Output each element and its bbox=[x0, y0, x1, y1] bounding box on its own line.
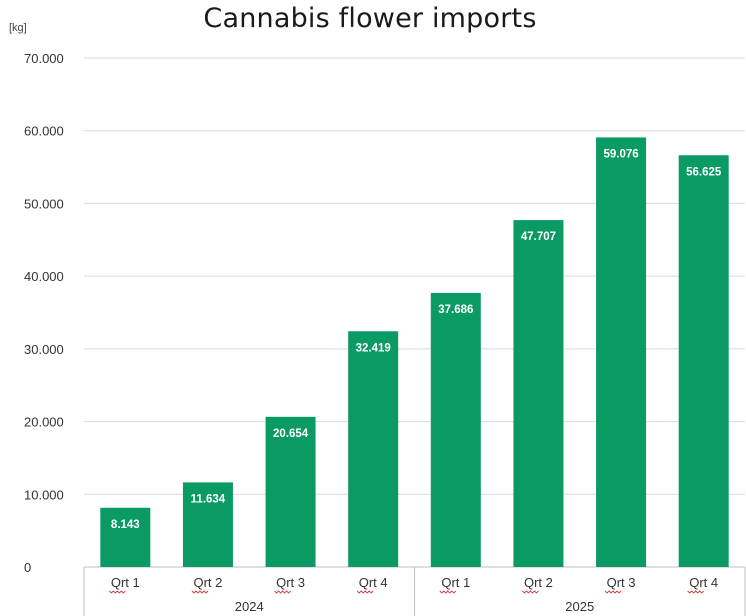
y-axis-unit-label: [kg] bbox=[9, 22, 27, 34]
bar bbox=[678, 155, 729, 567]
y-tick-label: 20.000 bbox=[24, 415, 64, 430]
x-category-label: Qrt 1 bbox=[441, 575, 470, 590]
bar-data-label: 59.076 bbox=[603, 148, 638, 160]
y-tick-label: 30.000 bbox=[24, 342, 64, 357]
bar-data-label: 8.143 bbox=[111, 519, 140, 531]
bar bbox=[182, 482, 233, 567]
x-category-label: Qrt 4 bbox=[689, 575, 718, 590]
spellcheck-underline bbox=[687, 590, 705, 594]
bar bbox=[265, 416, 316, 567]
data-labels: 8.143 11.634 20.654 32.419 37.686 47.707 59.07… bbox=[111, 148, 722, 530]
y-tick-label: 50.000 bbox=[24, 196, 64, 211]
spellcheck-underline bbox=[604, 590, 622, 594]
spellcheck-underline bbox=[274, 590, 291, 594]
x-group-label: 2025 bbox=[565, 599, 594, 614]
bar-data-label: 11.634 bbox=[191, 493, 226, 505]
spellcheck-underline bbox=[191, 590, 209, 594]
x-category-label: Qrt 3 bbox=[276, 575, 305, 590]
y-tick-label: 40.000 bbox=[24, 269, 64, 284]
bar bbox=[596, 137, 647, 567]
spellcheck-underline bbox=[108, 590, 126, 594]
spellcheck-underline bbox=[356, 590, 374, 594]
bar bbox=[430, 292, 481, 567]
y-tick-label: 0 bbox=[24, 560, 31, 575]
x-category-label: Qrt 2 bbox=[193, 575, 222, 590]
bar-data-label: 32.419 bbox=[356, 342, 391, 354]
x-category-label: Qrt 3 bbox=[607, 575, 636, 590]
x-group-label: 2024 bbox=[235, 599, 264, 614]
bar-data-label: 37.686 bbox=[438, 304, 473, 316]
y-tick-label: 70.000 bbox=[24, 51, 64, 66]
spellcheck-underline bbox=[522, 590, 539, 594]
x-category-label: Qrt 2 bbox=[524, 575, 553, 590]
spellcheck-underline bbox=[439, 590, 457, 594]
bar-data-label: 56.625 bbox=[686, 166, 722, 178]
bar-data-label: 20.654 bbox=[273, 428, 309, 440]
bar bbox=[513, 220, 564, 567]
x-category-label: Qrt 1 bbox=[111, 575, 140, 590]
bar bbox=[100, 507, 151, 567]
bar-data-label: 47.707 bbox=[521, 231, 556, 243]
y-tick-label: 60.000 bbox=[24, 124, 64, 139]
y-tick-label: 10.000 bbox=[24, 487, 64, 502]
x-category-label: Qrt 4 bbox=[359, 575, 388, 590]
bar bbox=[348, 331, 399, 567]
chart-title: Cannabis flower imports bbox=[203, 3, 537, 34]
bars bbox=[100, 137, 729, 567]
